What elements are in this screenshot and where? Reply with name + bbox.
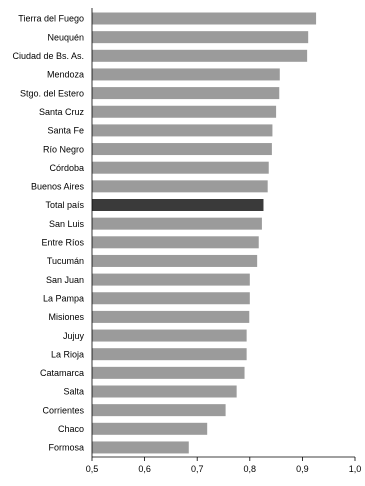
bar-misiones: [92, 310, 250, 323]
bar-jujuy: [92, 329, 247, 342]
category-label-jujuy: Jujuy: [63, 331, 85, 341]
x-tick-label: 0,8: [244, 464, 257, 474]
bar-mendoza: [92, 68, 280, 81]
category-label-san-juan: San Juan: [46, 275, 84, 285]
bar-salta: [92, 385, 237, 398]
category-label-total-pais: Total país: [45, 200, 84, 210]
bar-entre-rios: [92, 236, 259, 249]
bar-santa-fe: [92, 124, 273, 137]
category-label-stgo-del-estero: Stgo. del Estero: [20, 88, 84, 98]
bar-la-rioja: [92, 348, 247, 361]
category-label-santa-fe: Santa Fe: [47, 126, 84, 136]
category-label-formosa: Formosa: [48, 443, 84, 453]
x-tick-label: 1,0: [349, 464, 362, 474]
bar-santa-cruz: [92, 105, 277, 118]
bar-corrientes: [92, 404, 226, 417]
category-label-tierra-del-fuego: Tierra del Fuego: [18, 14, 84, 24]
category-label-san-luis: San Luis: [49, 219, 85, 229]
category-label-catamarca: Catamarca: [40, 368, 84, 378]
bar-stgo-del-estero: [92, 87, 280, 100]
x-tick-label: 0,7: [191, 464, 204, 474]
bar-buenos-aires: [92, 180, 268, 193]
bar-catamarca: [92, 366, 245, 379]
bar-la-pampa: [92, 292, 250, 305]
category-label-neuquen: Neuquén: [47, 32, 84, 42]
category-labels: Tierra del Fuego Neuquén Ciudad de Bs. As.…: [12, 14, 84, 453]
category-label-santa-cruz: Santa Cruz: [39, 107, 85, 117]
category-label-mendoza: Mendoza: [47, 70, 84, 80]
bar-san-luis: [92, 217, 262, 230]
bar-tucuman: [92, 254, 258, 267]
bar-chaco: [92, 422, 208, 435]
category-label-salta: Salta: [63, 387, 84, 397]
bar-neuquen: [92, 31, 309, 44]
category-label-entre-rios: Entre Ríos: [41, 238, 84, 248]
bar-formosa: [92, 441, 189, 454]
bars-layer: [92, 12, 317, 454]
x-tick-label: 0,6: [138, 464, 151, 474]
bar-cordoba: [92, 161, 269, 174]
x-tick-label: 0,5: [86, 464, 99, 474]
category-label-la-pampa: La Pampa: [43, 293, 84, 303]
category-label-rio-negro: Río Negro: [43, 144, 84, 154]
category-label-la-rioja: La Rioja: [51, 349, 84, 359]
bar-san-juan: [92, 273, 250, 286]
category-label-chaco: Chaco: [58, 424, 84, 434]
x-tick-label: 0,9: [296, 464, 309, 474]
category-label-buenos-aires: Buenos Aires: [31, 182, 85, 192]
category-label-misiones: Misiones: [48, 312, 84, 322]
x-axis: 0,5 0,6 0,7 0,8 0,9 1,0: [86, 8, 362, 474]
bar-rio-negro: [92, 143, 272, 156]
category-label-corrientes: Corrientes: [42, 405, 84, 415]
bar-total-pais: [92, 199, 264, 211]
bar-tierra-del-fuego: [92, 12, 317, 25]
bar-ciudad-de-bs-as: [92, 49, 308, 62]
category-label-tucuman: Tucumán: [47, 256, 84, 266]
category-label-ciudad-de-bs-as: Ciudad de Bs. As.: [12, 51, 84, 61]
category-label-cordoba: Córdoba: [49, 163, 84, 173]
